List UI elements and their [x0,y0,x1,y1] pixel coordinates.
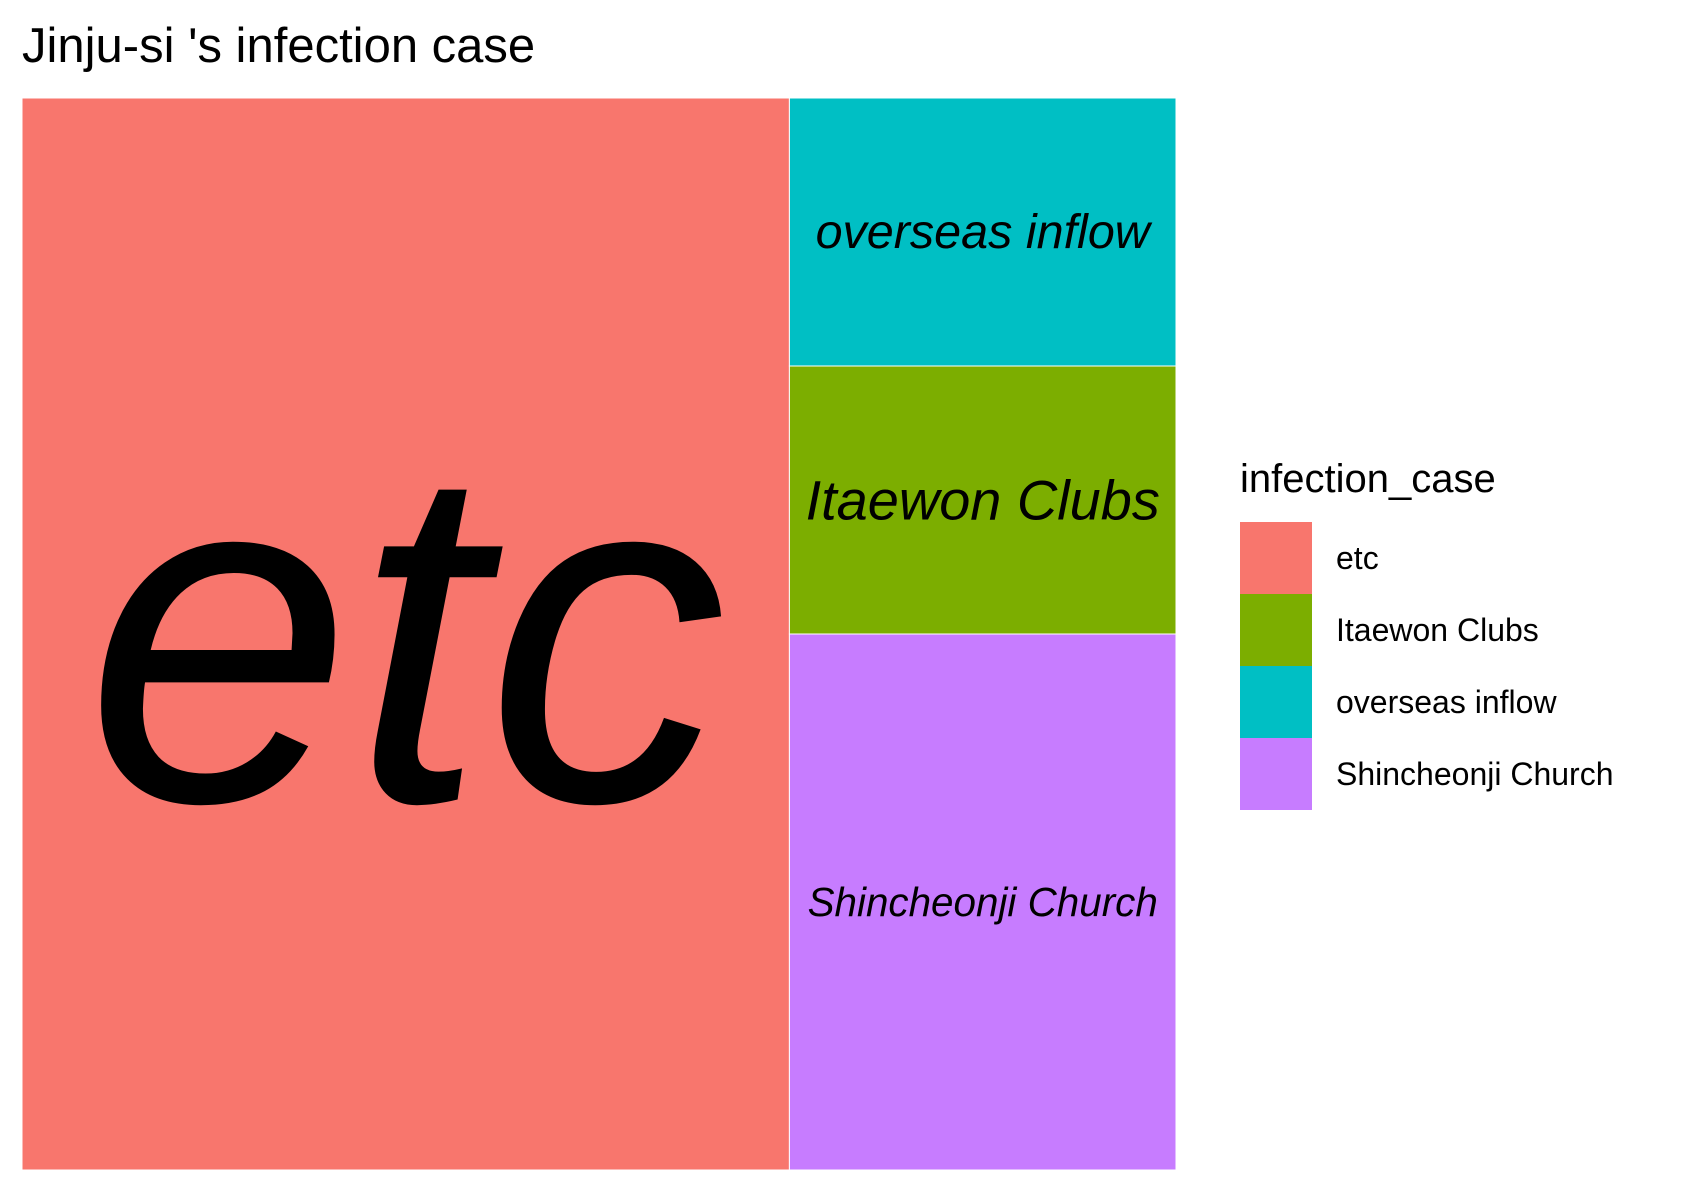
tile-label-overseas-inflow: overseas inflow [816,205,1153,259]
tile-label-shincheonji-church: Shincheonji Church [808,879,1158,925]
legend-key-shincheonji-church [1240,738,1312,810]
legend-label-itaewon-clubs: Itaewon Clubs [1336,612,1539,648]
legend-label-shincheonji-church: Shincheonji Church [1336,756,1614,792]
legend-title: infection_case [1240,457,1496,501]
treemap-tiles: etc overseas inflow Itaewon Clubs Shincheon… [22,98,1176,1170]
legend-key-etc [1240,522,1312,594]
legend-items: etc Itaewon Clubs overseas inflow Shincheon… [1240,522,1614,810]
legend: infection_case etc Itaewon Clubs overseas … [1240,457,1614,810]
legend-key-itaewon-clubs [1240,594,1312,666]
legend-key-overseas-inflow [1240,666,1312,738]
tile-label-etc: etc [85,366,727,903]
chart-title: Jinju-si 's infection case [22,19,535,73]
tile-label-itaewon-clubs: Itaewon Clubs [806,469,1160,532]
legend-label-overseas-inflow: overseas inflow [1336,684,1557,720]
legend-label-etc: etc [1336,540,1379,576]
